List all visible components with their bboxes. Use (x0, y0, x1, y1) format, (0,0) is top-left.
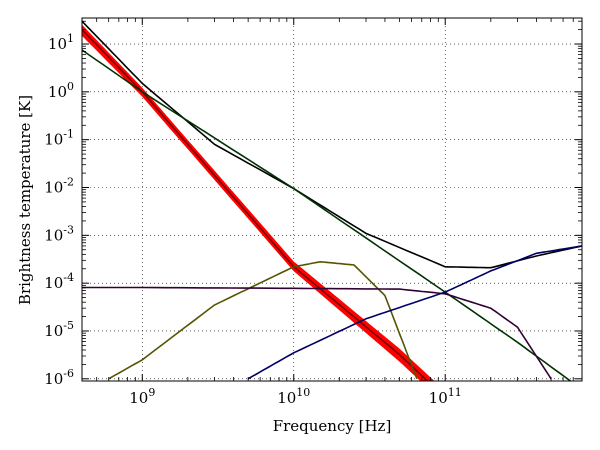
y-tick-label: 101 (48, 32, 74, 53)
series-band-0 (82, 24, 435, 381)
series-group (82, 20, 582, 381)
series-line-4 (108, 260, 418, 380)
y-tick-label: 10-6 (44, 367, 74, 388)
y-tick-label: 10-2 (44, 176, 74, 197)
x-axis-label: Frequency [Hz] (273, 417, 392, 435)
y-tick-label: 10-1 (44, 128, 74, 149)
y-axis-label: Brightness temperature [K] (16, 95, 34, 305)
series-line-6 (247, 245, 582, 380)
y-tick-label: 100 (48, 80, 74, 101)
series-line-5 (82, 286, 552, 380)
plot-frame (81, 17, 583, 382)
y-tick-label: 10-4 (44, 271, 74, 292)
grid (82, 18, 582, 381)
y-tick-label: 10-3 (44, 223, 74, 244)
y-tick-label: 10-5 (44, 319, 74, 340)
series-line-3 (82, 49, 572, 381)
